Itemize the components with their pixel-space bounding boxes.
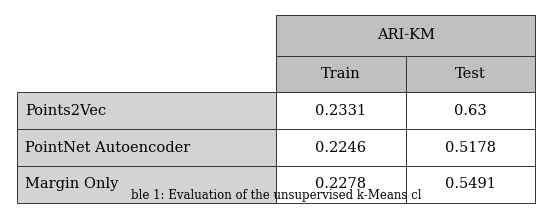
Bar: [276, 129, 406, 166]
Bar: [406, 166, 535, 203]
Bar: [17, 92, 276, 129]
Text: 0.5491: 0.5491: [445, 177, 496, 191]
Bar: [406, 129, 535, 166]
Bar: [276, 92, 406, 129]
Bar: [276, 15, 535, 56]
Text: ARI-KM: ARI-KM: [376, 28, 435, 42]
Text: 0.2246: 0.2246: [315, 140, 367, 155]
Bar: [406, 15, 535, 56]
Bar: [276, 166, 406, 203]
Bar: [276, 15, 406, 56]
Text: Points2Vec: Points2Vec: [25, 104, 106, 118]
Bar: [406, 56, 535, 92]
Text: 0.63: 0.63: [454, 104, 487, 118]
Text: 0.5178: 0.5178: [445, 140, 496, 155]
Text: Test: Test: [455, 67, 486, 81]
Bar: [17, 129, 276, 166]
Text: 0.2278: 0.2278: [315, 177, 367, 191]
Bar: [17, 166, 276, 203]
Text: ble 1: Evaluation of the unsupervised k-Means cl: ble 1: Evaluation of the unsupervised k-…: [131, 189, 421, 202]
Bar: [276, 56, 406, 92]
Text: 0.2331: 0.2331: [315, 104, 367, 118]
Text: PointNet Autoencoder: PointNet Autoencoder: [25, 140, 190, 155]
Bar: [406, 92, 535, 129]
Text: Margin Only: Margin Only: [25, 177, 118, 191]
Text: Train: Train: [321, 67, 361, 81]
